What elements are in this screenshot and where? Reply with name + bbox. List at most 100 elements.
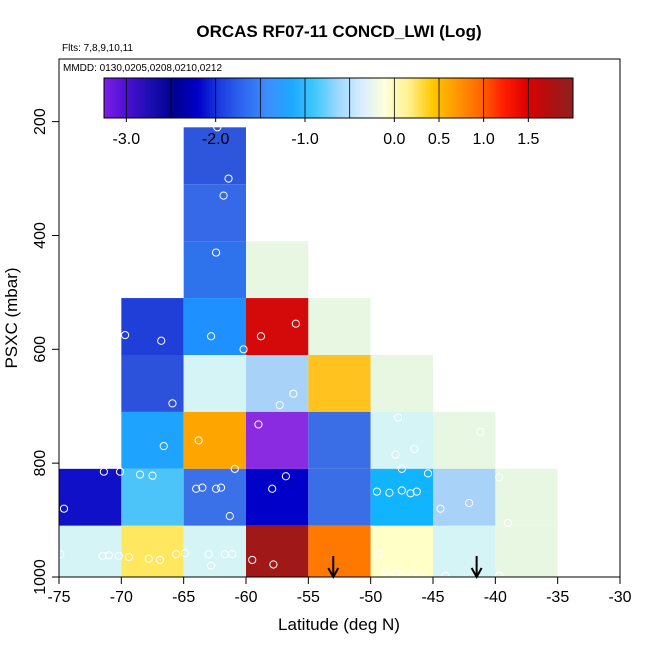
- data-point: [436, 504, 445, 513]
- x-tick-label: -60: [234, 589, 257, 606]
- data-point: [239, 345, 248, 354]
- data-point: [157, 336, 166, 345]
- data-point: [391, 450, 400, 459]
- data-point: [168, 399, 177, 408]
- heatmap-cell: [183, 468, 246, 526]
- heatmap-cell: [433, 525, 496, 577]
- heatmap-cell: [246, 525, 309, 577]
- heatmap-cell: [183, 127, 246, 185]
- data-point: [289, 389, 298, 398]
- y-axis-label: PSXC (mbar): [2, 267, 21, 368]
- data-point: [269, 560, 278, 569]
- data-point: [275, 400, 284, 410]
- data-point: [423, 469, 433, 478]
- y-axis: 200 400 600 800 1000: [32, 108, 59, 595]
- data-point: [393, 413, 403, 422]
- x-tick-label: -30: [608, 589, 631, 606]
- data-point: [114, 551, 123, 561]
- data-point: [211, 484, 221, 493]
- data-point: [230, 464, 239, 473]
- heatmap-cell: [433, 468, 496, 526]
- heatmap-cell: [308, 298, 371, 355]
- data-point: [494, 473, 504, 482]
- x-tick-label: -40: [484, 589, 507, 606]
- heatmap-cell: [370, 355, 433, 412]
- data-point: [216, 483, 226, 492]
- x-axis: -75 -70 -65 -60 -55 -50 -45 -40 -35 -30: [47, 577, 632, 606]
- data-point: [206, 561, 216, 570]
- heatmap-cell: [121, 468, 184, 526]
- data-point: [375, 550, 384, 559]
- data-point: [503, 518, 512, 528]
- heatmap-cell: [121, 298, 184, 355]
- heatmap-cell: [121, 411, 184, 469]
- data-point: [59, 504, 69, 513]
- colorbar-tick-labels: -3.0 -2.0 -1.0 0.0 0.5 1.0 1.5: [113, 118, 540, 148]
- heatmap-cell: [59, 525, 122, 577]
- data-point: [172, 550, 181, 559]
- chart-title: ORCAS RF07-11 CONCD_LWI (Log): [196, 22, 481, 41]
- data-point: [397, 464, 406, 473]
- data-point: [56, 550, 65, 559]
- heatmap-cell: [183, 525, 246, 577]
- data-point: [407, 571, 416, 580]
- data-point: [412, 487, 421, 496]
- x-tick-label: -45: [421, 589, 444, 606]
- data-point: [465, 498, 474, 508]
- data-point: [159, 441, 168, 451]
- heatmap-cell: [246, 298, 309, 355]
- heatmap-cell: [308, 411, 371, 469]
- data-point: [268, 484, 277, 493]
- colorbar-tick-label: -2.0: [202, 131, 230, 148]
- x-tick-label: -35: [546, 589, 569, 606]
- data-point: [148, 471, 157, 480]
- y-tick-label: 600: [32, 336, 49, 363]
- data-point: [406, 489, 415, 498]
- heatmap-cell: [246, 241, 309, 299]
- heatmap-cell: [183, 355, 246, 412]
- dates-label: MMDD: 0130,0205,0208,0210,0212: [63, 63, 222, 74]
- x-tick-label: -65: [172, 589, 195, 606]
- heatmap-cell: [183, 241, 246, 299]
- data-point: [211, 248, 221, 257]
- x-axis-label: Latitude (deg N): [278, 615, 400, 634]
- heatmap-cell: [370, 468, 433, 526]
- colorbar-tick-label: 1.0: [473, 131, 495, 148]
- x-tick-label: -70: [110, 589, 133, 606]
- data-point: [476, 427, 485, 436]
- data-point: [204, 550, 213, 559]
- heatmap-cell: [308, 525, 371, 577]
- data-point: [192, 484, 201, 493]
- data-point: [124, 552, 133, 562]
- data-point: [416, 571, 425, 580]
- plot-frame: [58, 58, 621, 578]
- data-point: [115, 467, 125, 476]
- heatmap-cell: [370, 411, 433, 469]
- data-point: [219, 191, 228, 200]
- colorbar-tick-label: 0.0: [383, 131, 405, 148]
- data-point: [385, 488, 394, 497]
- heatmap-cell: [183, 298, 246, 355]
- heatmap-cell: [495, 468, 558, 526]
- data-points: [56, 123, 512, 580]
- data-point: [281, 472, 290, 481]
- y-tick-label: 1000: [32, 559, 49, 595]
- heatmap-cell: [246, 411, 309, 469]
- data-point: [120, 330, 130, 340]
- data-point: [224, 174, 233, 183]
- colorbar: [103, 77, 574, 119]
- data-point: [391, 570, 400, 579]
- data-point: [99, 467, 108, 476]
- data-point: [228, 550, 237, 559]
- heatmap-cell: [121, 355, 184, 412]
- colorbar-tick-label: 0.5: [428, 131, 450, 148]
- data-point: [248, 555, 257, 565]
- data-point: [372, 487, 381, 496]
- data-point: [225, 511, 234, 521]
- y-tick-label: 400: [32, 222, 49, 249]
- data-point: [397, 486, 406, 495]
- colorbar-bar: [103, 77, 574, 119]
- data-point: [441, 571, 450, 580]
- heatmap-cells: [59, 127, 558, 577]
